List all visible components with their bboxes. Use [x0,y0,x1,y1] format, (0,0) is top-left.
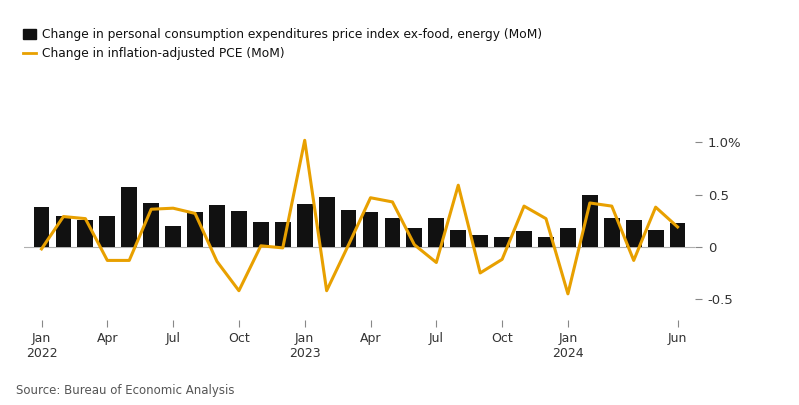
Bar [296,204,312,247]
Bar [231,211,247,247]
Bar [34,207,50,247]
Legend: Change in personal consumption expenditures price index ex-food, energy (MoM), C: Change in personal consumption expenditu… [23,28,542,60]
Bar [451,230,466,247]
Bar [143,203,159,247]
Bar [604,217,620,247]
Bar [538,237,554,247]
Bar [428,217,444,247]
Bar [626,220,642,247]
Bar [582,195,598,247]
Bar [209,205,225,247]
Bar [99,215,115,247]
Bar [187,212,203,247]
Bar [319,197,335,247]
Bar [407,228,423,247]
Bar [472,235,488,247]
Bar [253,222,268,247]
Bar [516,231,532,247]
Bar [78,220,93,247]
Bar [670,223,686,247]
Bar [384,217,400,247]
Bar [560,228,576,247]
Bar [121,187,137,247]
Bar [363,212,379,247]
Bar [165,226,181,247]
Bar [648,230,663,247]
Bar [56,215,71,247]
Bar [340,210,356,247]
Bar [495,237,510,247]
Text: Source: Bureau of Economic Analysis: Source: Bureau of Economic Analysis [16,384,234,397]
Bar [275,222,291,247]
